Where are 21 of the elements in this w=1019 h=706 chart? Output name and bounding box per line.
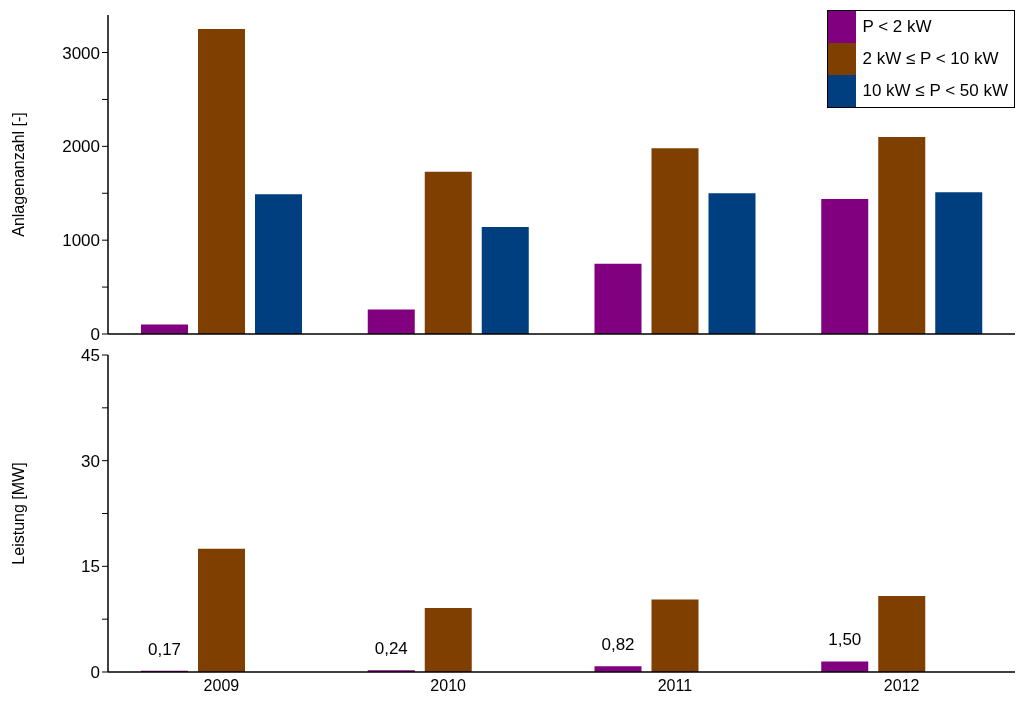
x-tick-label: 2012 xyxy=(883,677,920,695)
data-label: 1,50 xyxy=(828,630,862,650)
x-tick-label: 2010 xyxy=(430,677,467,695)
y-tick-label: 15 xyxy=(81,557,100,577)
y-axis-title: Leistung [MW] xyxy=(9,462,27,565)
y-tick-label: 1000 xyxy=(62,231,100,251)
legend-label: P < 2 kW xyxy=(862,17,932,37)
y-tick-label: 30 xyxy=(81,451,100,471)
legend-label: 2 kW ≤ P < 10 kW xyxy=(862,49,999,69)
y-tick-label: 45 xyxy=(81,346,100,366)
y-tick-label: 3000 xyxy=(62,43,100,63)
data-label: 0,17 xyxy=(147,639,182,659)
data-label: 0,24 xyxy=(374,639,408,659)
y-tick-label: 0 xyxy=(90,663,100,683)
legend-label: 10 kW ≤ P < 50 kW xyxy=(862,81,1008,101)
x-tick-label: 2009 xyxy=(203,677,240,695)
data-label: 0,82 xyxy=(601,635,635,655)
y-tick-label: 0 xyxy=(90,325,100,345)
y-axis-title: Anlagenanzahl [-] xyxy=(9,112,27,237)
x-tick-label: 2011 xyxy=(657,677,693,695)
y-tick-label: 2000 xyxy=(62,137,100,157)
